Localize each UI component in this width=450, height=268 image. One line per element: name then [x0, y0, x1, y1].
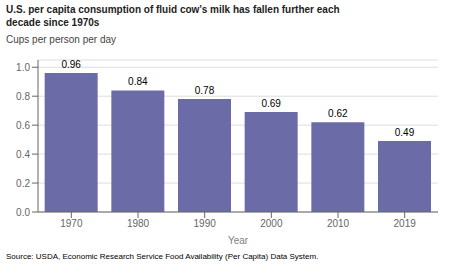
svg-text:2000: 2000	[260, 218, 283, 229]
html-text:Source: USDA, Economic Researc: Source: USDA, Economic Research Service …	[6, 252, 319, 261]
html-text:decade since 1970s: decade since 1970s	[6, 17, 100, 28]
svg-text:0.62: 0.62	[328, 108, 348, 119]
svg-text:1980: 1980	[127, 218, 150, 229]
svg-text:1.0: 1.0	[16, 62, 30, 73]
html-text:Cups per person per day: Cups per person per day	[6, 34, 117, 45]
svg-text:0.6: 0.6	[16, 120, 30, 131]
svg-text:0.69: 0.69	[261, 98, 281, 109]
svg-text:0.4: 0.4	[16, 149, 30, 160]
svg-text:0.2: 0.2	[16, 178, 30, 189]
svg-text:2010: 2010	[327, 218, 350, 229]
svg-text:Year: Year	[228, 235, 249, 246]
html-text:U.S. per capita consumption of: U.S. per capita consumption of fluid cow…	[6, 4, 340, 15]
svg-text:1990: 1990	[194, 218, 217, 229]
svg-text:0.8: 0.8	[16, 91, 30, 102]
svg-text:0.49: 0.49	[395, 127, 415, 138]
svg-text:0.96: 0.96	[61, 59, 81, 70]
svg-text:0.78: 0.78	[195, 85, 215, 96]
svg-text:0.84: 0.84	[128, 76, 148, 87]
svg-text:2019: 2019	[394, 218, 417, 229]
svg-text:0.0: 0.0	[16, 207, 30, 218]
svg-text:1970: 1970	[60, 218, 83, 229]
